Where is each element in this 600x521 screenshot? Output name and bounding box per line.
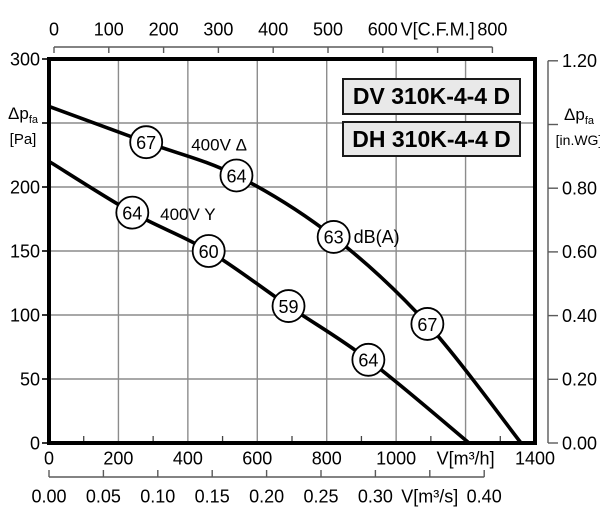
left-tick-label: 200 [10,177,40,197]
m3h-tick-label: 200 [103,448,133,468]
right-tick-label: 1.20 [562,51,597,71]
left-axis-unit-label: Δpfa [Pa] [1,104,45,149]
m3h-tick-label: 1400 [515,448,555,468]
db-marker-circle [271,289,306,323]
db-marker-circle [129,125,164,160]
db-marker-circle [351,342,386,377]
db-marker-value: 59 [279,297,299,317]
top-tick-label: 800 [477,19,507,39]
model-title-dh: DH 310K-4-4 D [342,121,521,157]
left-axis-quantity-sub: fa [28,114,38,127]
db-marker-value: 64 [358,351,378,371]
left-tick-label: 0 [30,433,40,453]
m3s-tick-label: 0.25 [303,486,338,506]
top-tick-label: 100 [94,19,124,39]
m3s-tick-label: 0.20 [249,486,284,506]
m3h-tick-label: V[m³/h] [437,448,495,468]
top-tick-label: 0 [49,19,59,39]
top-tick-label: 300 [203,19,233,39]
left-axis-unit: [Pa] [9,131,37,149]
top-tick-label: 400 [258,19,288,39]
left-axis-quantity: Δp [8,104,29,123]
left-tick-label: 100 [10,305,40,325]
m3h-tick-label: 800 [312,448,342,468]
left-tick-label: 150 [10,241,40,261]
right-axis-unit: [in.WG] [555,132,600,149]
m3s-tick-label: 0.30 [358,486,393,506]
m3h-tick-label: 0 [44,448,54,468]
m3s-tick-label: 0.00 [31,486,66,506]
top-tick-label: V[C.F.M.] [401,19,475,39]
m3h-tick-label: 400 [173,448,203,468]
m3s-tick-label: 0.10 [140,486,175,506]
db-marker-value: 64 [122,203,142,223]
series-label-wye: 400V Y [160,205,215,224]
db-marker-value: 64 [226,166,246,186]
db-marker-circle [219,158,254,193]
db-marker-value: 60 [199,242,219,262]
right-tick-label: 0.00 [562,433,597,453]
db-marker-value: 63 [324,228,344,248]
top-tick-label: 200 [149,19,179,39]
m3h-tick-label: 600 [242,448,272,468]
left-tick-label: 50 [20,369,40,389]
m3s-tick-label: 0.40 [467,486,502,506]
db-marker-circle [410,307,445,341]
right-tick-label: 0.20 [562,370,597,390]
top-tick-label: 500 [313,19,343,39]
db-unit-label: dB(A) [354,227,400,247]
m3s-tick-label: 0.15 [195,486,230,506]
right-tick-label: 0.40 [562,306,597,326]
right-tick-label: 0.60 [562,242,597,262]
db-marker-circle [191,234,226,268]
db-marker-value: 67 [136,133,156,153]
left-tick-label: 300 [10,49,40,69]
model-title-dv: DV 310K-4-4 D [342,78,521,115]
m3h-tick-label: 1000 [376,448,416,468]
m3s-tick-label: V[m³/s] [401,486,458,506]
db-marker-circle [316,220,351,254]
m3s-tick-label: 0.05 [86,486,121,506]
db-marker-value: 67 [417,315,437,335]
right-tick-label: 0.80 [562,179,597,199]
right-axis-quantity: Δp [564,105,585,124]
db-marker-circle [115,195,150,230]
right-axis-unit-label: Δpfa [in.WG] [554,105,600,150]
top-tick-label: 600 [368,19,398,39]
series-label-delta: 400V Δ [191,136,247,155]
right-axis-quantity-sub: fa [584,115,594,128]
